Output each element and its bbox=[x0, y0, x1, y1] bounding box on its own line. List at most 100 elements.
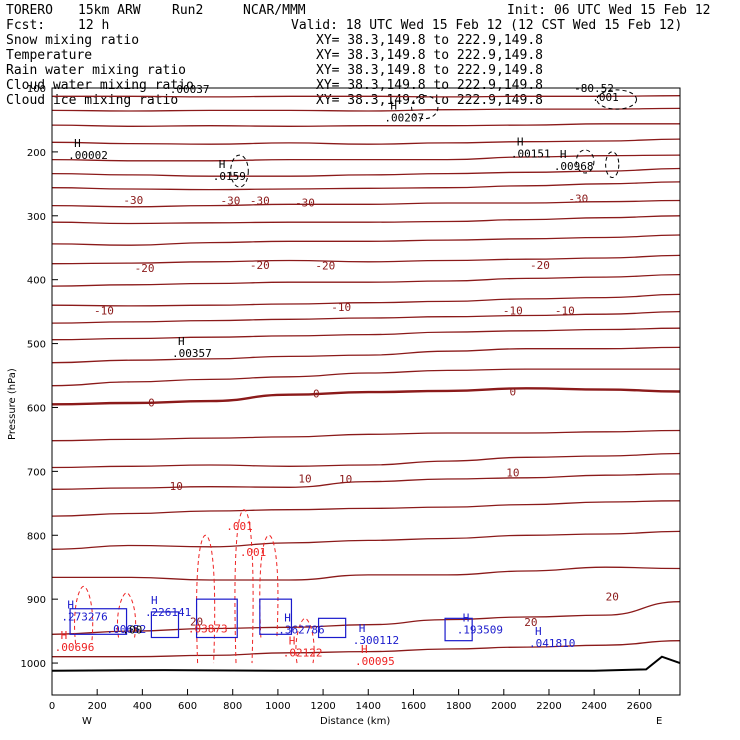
x-axis-title: Distance (km) bbox=[320, 716, 390, 727]
y-tick-label: 100 bbox=[27, 84, 46, 95]
maximum-marker: H bbox=[517, 136, 524, 149]
temperature-label: 10 bbox=[506, 467, 519, 480]
isotherm-line bbox=[51, 199, 681, 208]
temperature-label: 20 bbox=[524, 616, 537, 629]
maximum-value-label: .193509 bbox=[457, 624, 503, 637]
init-time: Init: 06 UTC Wed 15 Feb 12 bbox=[507, 3, 711, 18]
ice-contour bbox=[605, 151, 620, 178]
x-tick-label: 2400 bbox=[581, 701, 606, 712]
isotherm-line bbox=[51, 327, 681, 341]
y-tick-label: 200 bbox=[27, 148, 46, 159]
temperature-label: -30 bbox=[221, 194, 241, 207]
plot-frame bbox=[51, 87, 681, 696]
temperature-label: -20 bbox=[530, 259, 550, 272]
valid-time: Valid: 18 UTC Wed 15 Feb 12 (12 CST Wed … bbox=[291, 18, 682, 33]
isotherm-line bbox=[51, 429, 681, 442]
isotherm-line bbox=[51, 167, 681, 177]
cloud-water-contour bbox=[317, 617, 347, 639]
legend-rain-name: Rain water mixing ratio bbox=[6, 63, 186, 78]
forecast-label: Fcst: bbox=[6, 18, 45, 33]
plot-area: 0 200 400 600 800 1000 1200 1400 1600 1800 2000 220… bbox=[21, 82, 681, 712]
isotherm-line bbox=[51, 234, 681, 246]
isotherm-line bbox=[52, 95, 681, 98]
isotherm-line bbox=[51, 215, 681, 225]
x-tick-label: 200 bbox=[88, 701, 107, 712]
maximum-marker: H bbox=[535, 625, 542, 638]
temperature-label: -30 bbox=[568, 193, 588, 206]
x-tick-label: 1600 bbox=[401, 701, 426, 712]
maximum-value-label: .226141 bbox=[145, 606, 191, 619]
maximum-marker: H bbox=[361, 643, 368, 656]
temperature-label: -30 bbox=[295, 196, 315, 209]
maximum-marker: H bbox=[359, 622, 366, 635]
ice-contour bbox=[575, 149, 595, 174]
temperature-label: -20 bbox=[315, 260, 335, 273]
cloud-water-contour bbox=[195, 598, 238, 639]
y-axis-title: Pressure (hPa) bbox=[7, 368, 18, 440]
maximum-value-label: .0159 bbox=[213, 170, 246, 183]
x-tick-label: 1400 bbox=[356, 701, 381, 712]
isotherm-line bbox=[51, 123, 680, 127]
maximum-marker: H bbox=[178, 335, 185, 348]
legend-temperature-xy: XY= 38.3,149.8 to 222.9,149.8 bbox=[316, 48, 543, 63]
temperature-label: 0 bbox=[313, 387, 320, 400]
legend-cloudwater-xy: XY= 38.3,149.8 to 222.9,149.8 bbox=[316, 78, 543, 93]
maximum-marker: H bbox=[151, 594, 158, 607]
isotherm-line bbox=[51, 310, 681, 324]
maximum-value-label: .00095 bbox=[355, 655, 395, 668]
maximum-marker: H bbox=[560, 148, 567, 161]
maximum-value-label: .00968 bbox=[554, 160, 594, 173]
ice-contour bbox=[596, 89, 638, 110]
y-tick-label: 700 bbox=[27, 467, 46, 478]
isotherm-line bbox=[52, 566, 681, 581]
cloud-water-contour bbox=[444, 617, 473, 642]
y-tick-label: 600 bbox=[27, 403, 46, 414]
isotherm-line bbox=[51, 601, 681, 635]
temperature-label: -10 bbox=[555, 304, 575, 317]
temperature-label: 10 bbox=[170, 480, 183, 493]
maximum-value-label: .001 bbox=[226, 520, 253, 533]
ice-contour bbox=[230, 154, 249, 188]
maximum-marker: H bbox=[219, 158, 226, 171]
y-tick-label: 500 bbox=[27, 340, 46, 351]
isotherm-line bbox=[51, 273, 681, 287]
maximum-value-label: .041810 bbox=[529, 637, 575, 650]
x-tick-label: 1200 bbox=[310, 701, 335, 712]
model-config: 15km ARW bbox=[78, 3, 141, 18]
maximum-value-label: .273276 bbox=[61, 610, 107, 623]
maximum-value-label: .00037 bbox=[170, 83, 210, 96]
maximum-value-label: .001 bbox=[240, 546, 267, 559]
maximum-marker: H bbox=[74, 137, 81, 150]
temperature-label: -30 bbox=[250, 194, 270, 207]
maximum-value-label: .362786 bbox=[278, 624, 324, 637]
maximum-marker: H bbox=[284, 612, 291, 625]
maximum-value-label: .00151 bbox=[511, 148, 551, 161]
y-tick-label: 1000 bbox=[21, 659, 46, 670]
isotherm-line bbox=[51, 254, 681, 265]
cloud-water-contour bbox=[259, 598, 293, 635]
temperature-label: -10 bbox=[94, 304, 114, 317]
y-tick-label: 800 bbox=[27, 531, 46, 542]
legend-rain-xy: XY= 38.3,149.8 to 222.9,149.8 bbox=[316, 63, 543, 78]
temperature-label: 10 bbox=[298, 472, 311, 485]
isotherm-line bbox=[51, 500, 681, 517]
organization: NCAR/MMM bbox=[243, 3, 306, 18]
y-tick-label: 900 bbox=[27, 595, 46, 606]
isotherm-line bbox=[51, 452, 681, 469]
isotherm-line bbox=[51, 387, 681, 406]
rain-contour bbox=[196, 534, 216, 664]
legend-ice-name: Cloud ice mixing ratio bbox=[6, 93, 178, 108]
maximum-marker: H bbox=[390, 99, 397, 112]
x-tick-label: 600 bbox=[178, 701, 197, 712]
legend-snow-xy: XY= 38.3,149.8 to 222.9,149.8 bbox=[316, 33, 543, 48]
model-name: TORERO bbox=[6, 3, 53, 18]
y-tick-label: 300 bbox=[27, 212, 46, 223]
rain-contour bbox=[259, 534, 279, 638]
x-tick-label: 0 bbox=[49, 701, 55, 712]
maximum-value-label: .00207 bbox=[384, 111, 424, 124]
temperature-label: 20 bbox=[190, 616, 203, 629]
rain-contour bbox=[234, 509, 254, 664]
isotherm-line bbox=[51, 530, 681, 550]
x-tick-label: 2000 bbox=[491, 701, 516, 712]
